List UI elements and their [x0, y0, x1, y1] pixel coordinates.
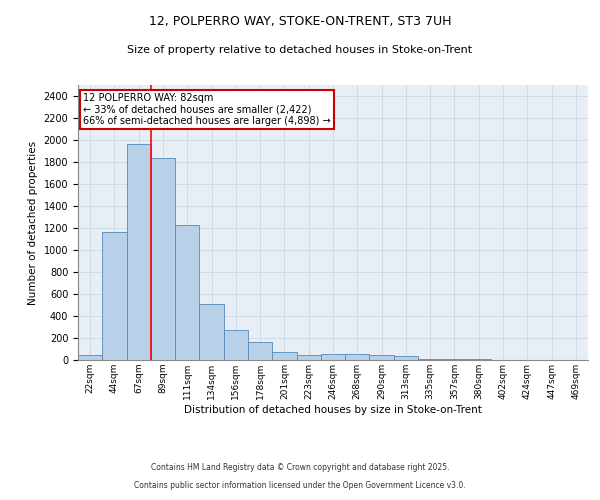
- Bar: [296, 355, 321, 360]
- Text: Contains public sector information licensed under the Open Government Licence v3: Contains public sector information licen…: [134, 481, 466, 490]
- Bar: [102, 232, 127, 360]
- Text: 12 POLPERRO WAY: 82sqm
← 33% of detached houses are smaller (2,422)
66% of semi-: 12 POLPERRO WAY: 82sqm ← 33% of detached…: [83, 93, 331, 126]
- Bar: [78, 354, 102, 360]
- Bar: [248, 342, 272, 360]
- Bar: [394, 356, 418, 360]
- Bar: [224, 330, 248, 360]
- Bar: [370, 354, 394, 360]
- Bar: [345, 354, 370, 360]
- Bar: [175, 224, 199, 360]
- Bar: [151, 158, 175, 360]
- Bar: [199, 304, 224, 360]
- Text: Contains HM Land Registry data © Crown copyright and database right 2025.: Contains HM Land Registry data © Crown c…: [151, 464, 449, 472]
- Bar: [127, 144, 151, 360]
- Text: Size of property relative to detached houses in Stoke-on-Trent: Size of property relative to detached ho…: [127, 45, 473, 55]
- Text: 12, POLPERRO WAY, STOKE-ON-TRENT, ST3 7UH: 12, POLPERRO WAY, STOKE-ON-TRENT, ST3 7U…: [149, 15, 451, 28]
- Bar: [272, 352, 296, 360]
- Y-axis label: Number of detached properties: Number of detached properties: [28, 140, 38, 304]
- X-axis label: Distribution of detached houses by size in Stoke-on-Trent: Distribution of detached houses by size …: [184, 404, 482, 414]
- Bar: [418, 359, 442, 360]
- Bar: [321, 354, 345, 360]
